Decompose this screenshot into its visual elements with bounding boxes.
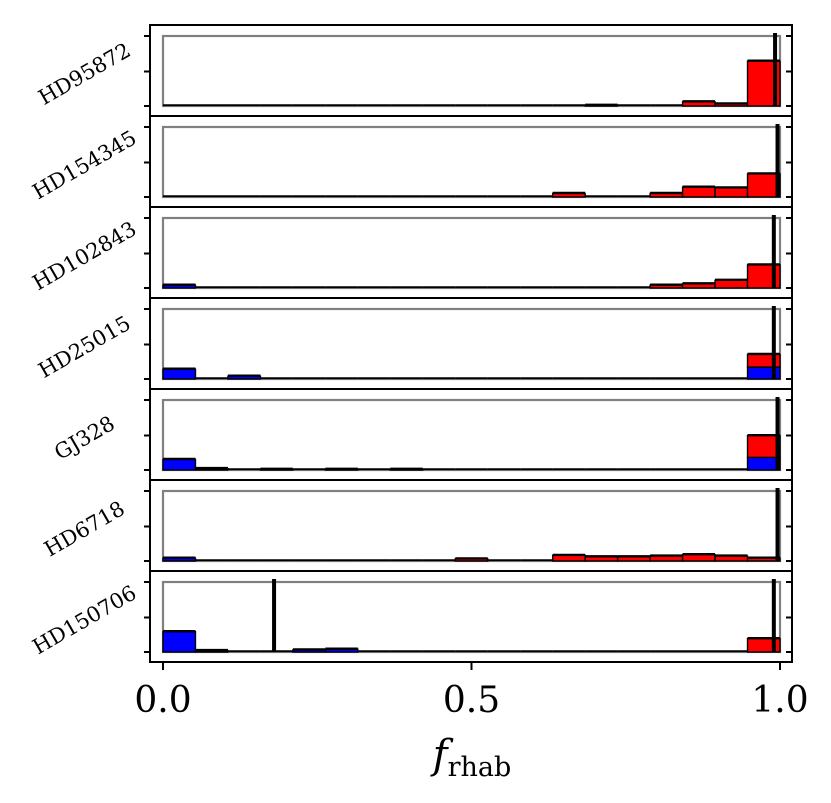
bar-blue (194, 467, 229, 471)
bar-red (746, 435, 781, 459)
panel-hd154345: HD154345 (29, 115, 792, 204)
panel-inner-box (161, 580, 782, 654)
bar-red (551, 192, 586, 198)
panel-hd150706: HD150706 (29, 570, 792, 659)
x-tick-label: 1.0 (751, 680, 808, 721)
panel-hd6718: HD6718 (40, 479, 792, 563)
bar-red (551, 554, 586, 562)
panel-label: HD102843 (29, 217, 141, 295)
panels: HD95872 HD154345 HD102843 HD25015 GJ328 HD671… (29, 24, 793, 663)
x-tick-label: 0.5 (443, 680, 500, 721)
panel-label: HD25015 (34, 311, 134, 383)
panel-label: HD6718 (40, 496, 129, 561)
panel-hd102843: HD102843 (29, 206, 792, 295)
bar-red (714, 187, 749, 198)
panel-inner-box (161, 307, 782, 381)
panel-gj328: GJ328 (50, 388, 792, 472)
panel-hd95872: HD95872 (34, 24, 792, 110)
bar-red (649, 555, 684, 562)
bar-red (649, 284, 684, 289)
panel-hd25015: HD25015 (34, 297, 792, 383)
panel-inner-box (161, 125, 782, 199)
bar-red (681, 554, 716, 562)
bar-blue (259, 468, 294, 471)
panel-label: HD95872 (34, 38, 134, 110)
bar-red (616, 556, 651, 562)
bar-blue (162, 458, 197, 471)
bar-blue (162, 557, 197, 562)
panel-inner-box (161, 489, 782, 563)
x-axis-label-subscript: rhab (448, 752, 512, 783)
bar-red (584, 104, 619, 107)
panel-inner-box (161, 216, 782, 290)
bar-red (454, 558, 489, 562)
x-axis-label: frhab (430, 732, 512, 783)
bar-red (681, 186, 716, 198)
bar-blue (162, 631, 197, 653)
bar-red (584, 556, 619, 562)
bar-blue (292, 649, 327, 653)
bar-red (681, 101, 716, 107)
bar-red (746, 173, 781, 198)
bar-blue (389, 468, 424, 471)
bar-blue (746, 456, 781, 471)
bar-red (681, 283, 716, 289)
bar-red (746, 557, 781, 562)
bar-red (714, 103, 749, 107)
panel-label: GJ328 (50, 411, 119, 464)
bar-red (714, 555, 749, 562)
panel-inner-box (161, 398, 782, 472)
bar-red (714, 279, 749, 289)
bar-blue (324, 468, 359, 471)
bar-red (649, 192, 684, 198)
x-tick-label: 0.0 (134, 680, 191, 721)
bar-blue (162, 368, 197, 380)
bar-blue (194, 649, 229, 653)
x-axis: 0.0 0.5 1.0 (134, 662, 809, 721)
panel-label: HD154345 (29, 126, 141, 204)
panel-inner-box (161, 34, 782, 108)
bar-blue (324, 648, 359, 653)
bar-blue (227, 375, 262, 380)
panel-label: HD150706 (29, 581, 141, 659)
bar-blue (162, 284, 197, 289)
